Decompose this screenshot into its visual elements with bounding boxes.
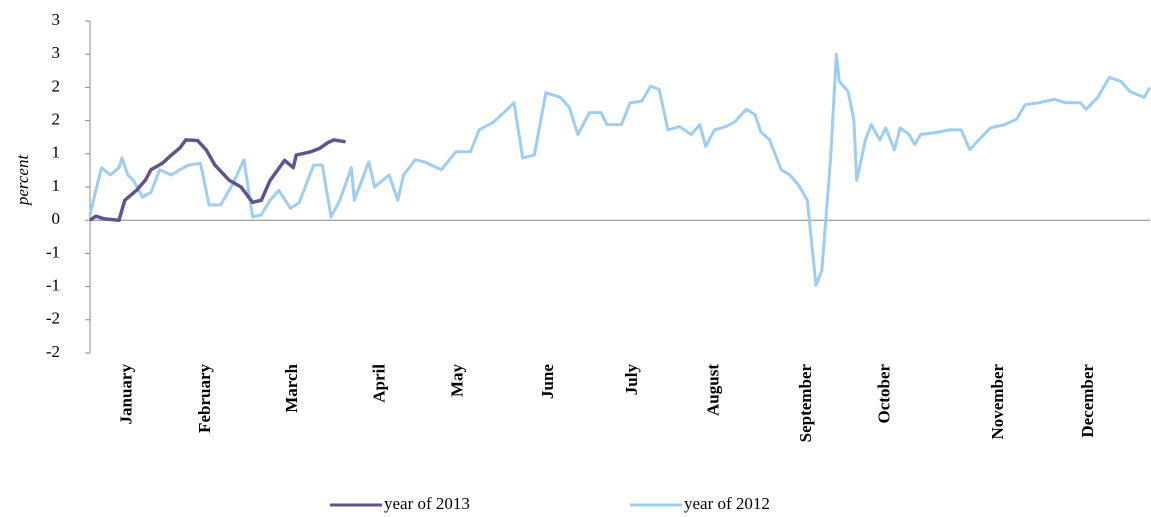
y-tick-label: 2	[52, 76, 61, 95]
x-tick-label: February	[195, 364, 214, 433]
y-axis-label: percent	[13, 154, 32, 207]
y-tick-label: -2	[46, 342, 60, 361]
y-tick-label: 1	[52, 176, 61, 195]
x-tick-label: June	[538, 364, 557, 399]
y-tick-label: -2	[46, 309, 60, 328]
x-tick-label: March	[282, 363, 301, 412]
x-tick-label: July	[622, 364, 641, 396]
legend-label: year of 2012	[684, 494, 770, 513]
x-tick-label: April	[369, 364, 388, 403]
x-tick-label: September	[796, 364, 815, 443]
series-line	[89, 138, 346, 222]
y-tick-label: 0	[52, 209, 61, 228]
y-tick-label: -1	[46, 242, 60, 261]
y-tick-label: 3	[52, 10, 61, 29]
y-tick-label: 3	[52, 43, 61, 62]
y-tick-label: -1	[46, 276, 60, 295]
x-tick-label: November	[988, 364, 1007, 440]
x-tick-label: May	[448, 364, 467, 398]
legend-label: year of 2013	[384, 494, 470, 513]
series-line	[88, 52, 1151, 287]
y-tick-label: 2	[52, 110, 61, 129]
x-tick-label: January	[117, 364, 136, 425]
x-tick-label: October	[875, 364, 894, 424]
y-tick-label: 1	[52, 143, 61, 162]
x-tick-label: August	[703, 364, 722, 416]
x-tick-label: December	[1078, 364, 1097, 438]
